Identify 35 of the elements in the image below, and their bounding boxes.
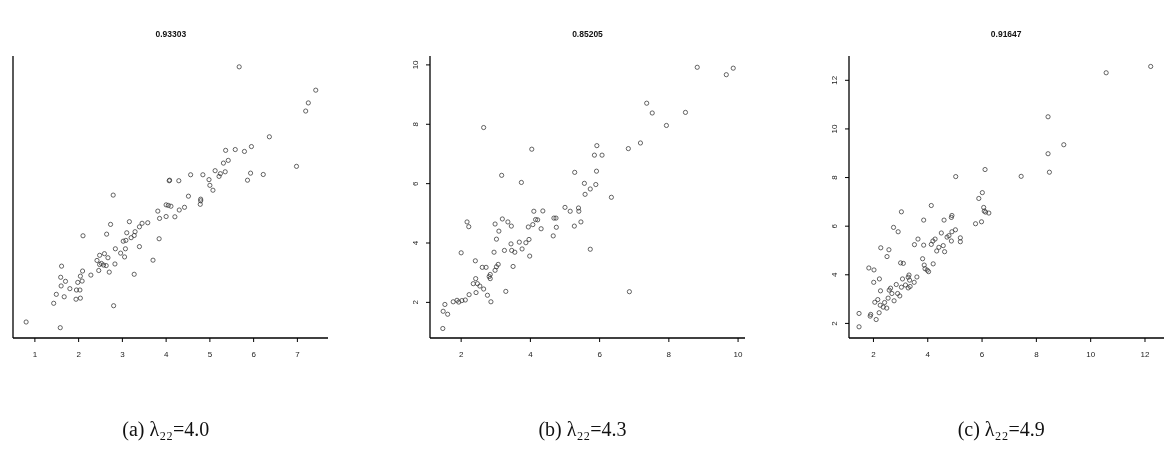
x-tick-label: 6 [979,349,985,359]
x-tick-label: 6 [597,349,603,359]
x-tick-label: 1 [32,349,38,359]
x-tick-label: 7 [295,349,301,359]
x-tick-label: 4 [164,349,170,359]
y-tick-label: 10 [411,59,420,70]
y-tick-label: 6 [411,180,420,186]
x-tick-label: 2 [76,349,82,359]
x-tick-label: 10 [733,349,744,359]
x-tick-label: 10 [1085,349,1096,359]
y-tick-label: 8 [411,121,420,127]
x-tick-label: 4 [925,349,931,359]
y-tick-label: 4 [829,272,839,278]
text: (b) λ₂₂=4.3 [537,417,628,442]
x-tick-label: 2 [458,349,464,359]
y-tick-label: 2 [829,320,839,326]
chart-title: 0.85205 [571,28,604,40]
text: (c) λ₂₂=4.9 [956,417,1046,442]
y-tick-label: 10 [829,123,839,134]
x-tick-label: 5 [207,349,213,359]
y-tick-label: 12 [829,75,839,85]
y-tick-label: 2 [411,299,420,305]
x-tick-label: 3 [120,349,126,359]
x-tick-label: 12 [1140,349,1150,359]
y-tick-label: 8 [829,174,839,180]
chart-title: 0.91647 [989,28,1023,40]
x-tick-label: 2 [870,349,876,359]
x-tick-label: 4 [528,349,534,359]
chart-title: 0.93303 [154,28,188,40]
y-tick-label: 4 [411,240,420,246]
y-tick-label: 6 [829,223,839,229]
text: (a) λ₂₂=4.0 [121,417,211,442]
x-tick-label: 6 [251,349,257,359]
x-tick-label: 8 [1033,349,1039,359]
x-tick-label: 8 [666,349,672,359]
